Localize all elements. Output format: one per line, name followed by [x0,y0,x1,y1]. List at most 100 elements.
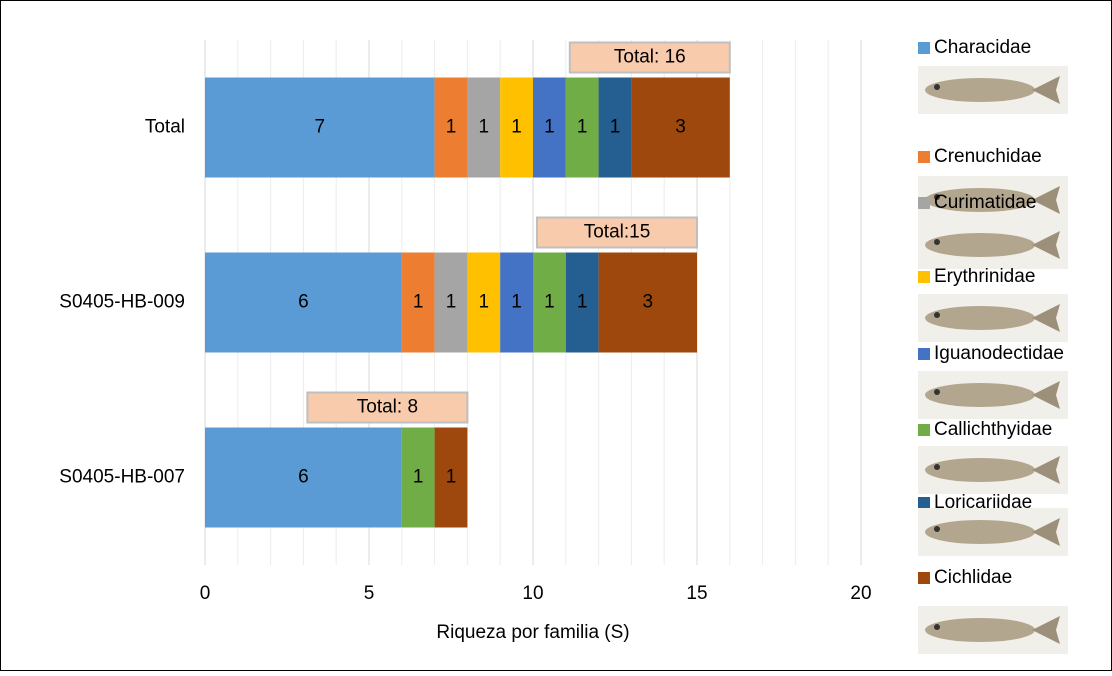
x-axis-title: Riqueza por familia (S) [436,622,629,643]
data-label: 1 [413,467,424,488]
data-label: 3 [643,292,654,313]
total-label: Total: 16 [614,47,686,68]
total-label-box [568,41,731,74]
legend-label: Erythrinidae [934,266,1035,287]
fish-eye [934,526,940,532]
fish-tail [1032,616,1060,644]
bar-segment [434,252,468,353]
legend-label: Crenuchidae [934,146,1042,167]
data-label: 1 [479,292,490,313]
legend-swatch [918,151,930,163]
fish-body [925,233,1035,257]
data-label: 1 [577,292,588,313]
fish-body [925,383,1035,407]
bar-segment [565,252,599,353]
bar-segment [500,252,533,353]
fish-tail [1032,518,1060,546]
fish-body [925,458,1035,482]
y-tick-label: S0405-HB-007 [59,467,185,488]
x-tick-label: 10 [522,583,543,604]
legend-swatch [918,572,930,584]
bar-segment [434,77,468,178]
fish-picture [918,294,1068,342]
legend-swatch [918,271,930,283]
fish-tail [1032,304,1060,332]
legend-swatch [918,497,930,509]
fish-body [925,520,1035,544]
x-tick-label: 15 [686,583,707,604]
bar-segment [434,427,468,528]
fish-tail [1032,76,1060,104]
bar-segment [467,77,501,178]
fish-eye [934,239,940,245]
bar-segment [205,427,402,528]
data-label: 1 [610,117,621,138]
fish-eye [934,84,940,90]
x-tick-label: 0 [200,583,211,604]
legend-swatch [918,42,930,54]
data-label: 1 [446,467,457,488]
bar-segment [205,77,435,178]
legend-label: Characidae [934,37,1031,58]
data-label: 1 [544,117,555,138]
fish-picture [918,446,1068,494]
total-label: Total:15 [584,222,651,243]
fish-tail [1032,186,1060,214]
fish-picture [918,221,1068,269]
data-label: 6 [298,292,309,313]
fish-tail [1032,231,1060,259]
legend-label: Curimatidae [934,192,1036,213]
bar-segment [533,77,566,178]
y-tick-label: S0405-HB-009 [59,292,185,313]
fish-eye [934,464,940,470]
legend-label: Cichlidae [934,567,1012,588]
total-label: Total: 8 [357,397,418,418]
fish-body [925,306,1035,330]
bar-segment [631,77,730,178]
fish-body [925,78,1035,102]
data-label: 7 [315,117,326,138]
bar-segment [401,252,435,353]
data-label: 1 [511,117,522,138]
data-label: 1 [479,117,490,138]
total-label-box [306,391,469,424]
data-label: 1 [544,292,555,313]
legend-label: Iguanodectidae [934,343,1064,364]
bar-segment [500,77,533,178]
fish-picture [918,371,1068,419]
fish-body [925,188,1035,212]
data-label: 1 [577,117,588,138]
data-label: 6 [298,467,309,488]
bar-segment [401,427,435,528]
legend-label: Callichthyidae [934,419,1052,440]
bar-segment [565,77,599,178]
x-tick-label: 5 [364,583,375,604]
data-label: 1 [446,117,457,138]
bar-segment [467,252,501,353]
bar-segment [533,252,566,353]
fish-picture [918,66,1068,114]
fish-eye [934,312,940,318]
legend-swatch [918,348,930,360]
y-tick-label: Total [145,117,185,138]
data-label: 1 [413,292,424,313]
data-label: 1 [511,292,522,313]
data-label: 3 [675,117,686,138]
legend-swatch [918,424,930,436]
fish-picture [918,176,1068,224]
legend-label: Loricariidae [934,492,1032,513]
fish-eye [934,194,940,200]
fish-tail [1032,456,1060,484]
bar-segment [205,252,402,353]
x-tick-label: 20 [850,583,871,604]
data-label: 1 [446,292,457,313]
fish-body [925,618,1035,642]
fish-picture [918,606,1068,654]
fish-picture [918,508,1068,556]
legend-swatch [918,197,930,209]
fish-eye [934,389,940,395]
fish-tail [1032,381,1060,409]
bar-segment [598,252,697,353]
